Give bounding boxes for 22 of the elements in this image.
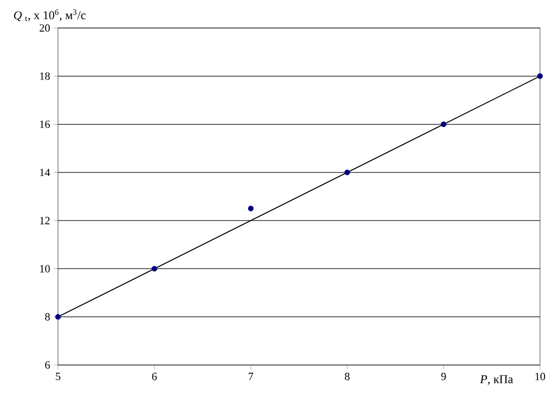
- y-tick-label: 14: [40, 168, 50, 176]
- y-tick-label: 10: [40, 265, 50, 272]
- x-axis-title: P, кПа: [480, 375, 514, 385]
- x-tick-label: 6: [152, 372, 157, 380]
- point: [248, 206, 254, 212]
- y-tick-label: 12: [40, 216, 50, 224]
- y-tick-label: 6: [45, 361, 50, 369]
- y-tick-label: 20: [40, 24, 50, 32]
- y-tick-label: 16: [40, 120, 50, 128]
- point: [55, 314, 61, 320]
- x-tick-label: 7: [248, 372, 254, 380]
- point: [537, 73, 543, 79]
- point: [344, 170, 350, 176]
- y-tick-label: 8: [45, 313, 50, 321]
- x-tick-label: 5: [56, 372, 60, 380]
- point: [152, 266, 158, 272]
- y-axis-title: Q $_{t}$, x 10$^{6}$, м$^{3}$/с: [14, 10, 86, 22]
- x-tick-label: 8: [344, 372, 350, 380]
- x-tick-label: 9: [441, 372, 446, 380]
- point: [440, 121, 446, 128]
- x-tick-label: 10: [535, 372, 546, 380]
- y-tick-label: 18: [40, 72, 50, 80]
